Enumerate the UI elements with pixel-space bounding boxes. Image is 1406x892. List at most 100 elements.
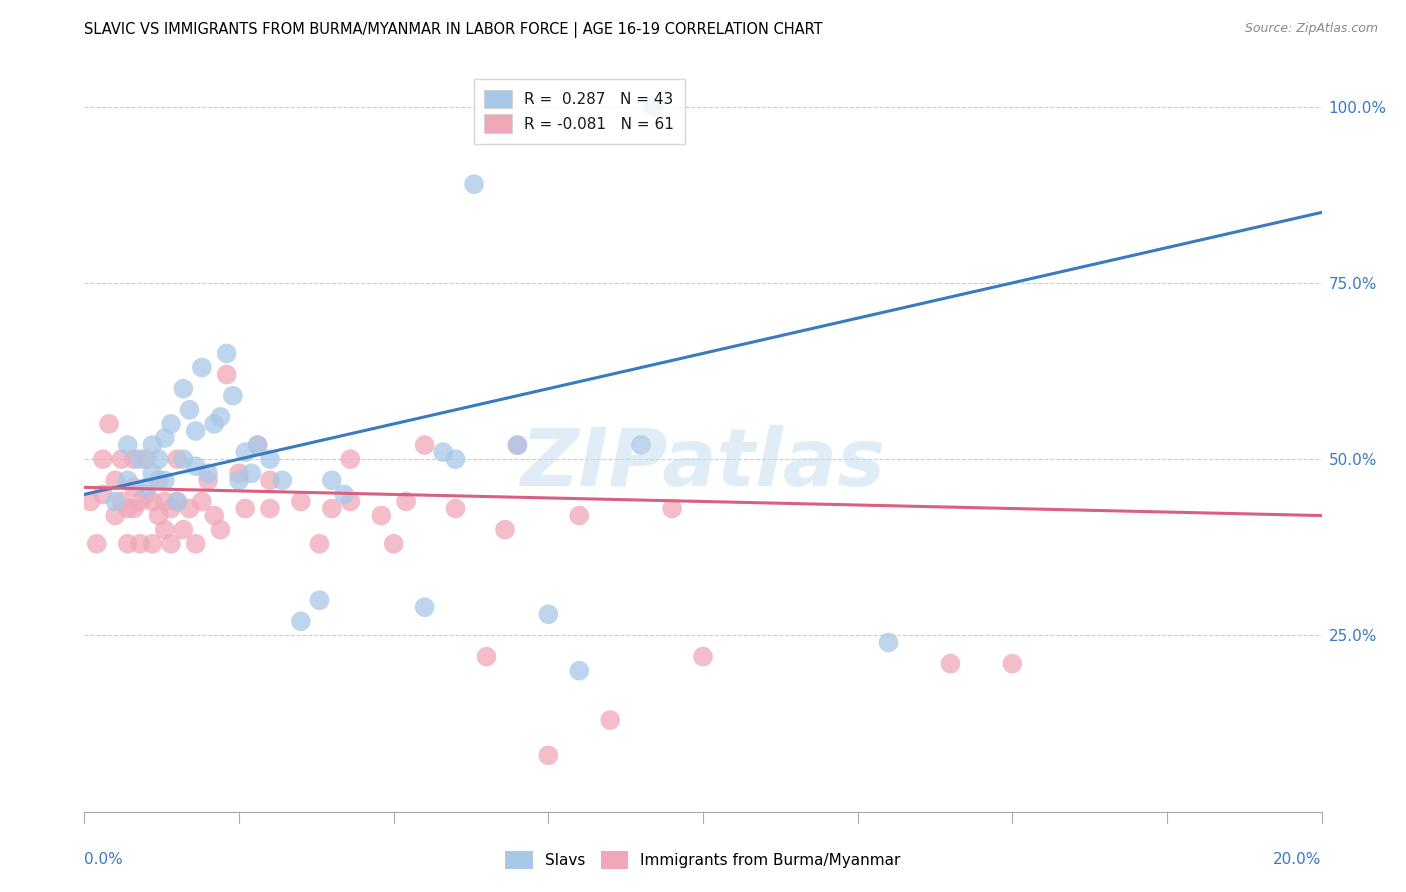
Point xyxy=(463,177,485,191)
Point xyxy=(661,501,683,516)
Point xyxy=(599,713,621,727)
Point xyxy=(413,600,436,615)
Point xyxy=(395,494,418,508)
Point xyxy=(172,382,194,396)
Point xyxy=(202,417,225,431)
Point xyxy=(148,452,170,467)
Point xyxy=(141,537,163,551)
Point xyxy=(246,438,269,452)
Point xyxy=(141,467,163,481)
Point xyxy=(122,501,145,516)
Point xyxy=(209,523,232,537)
Point xyxy=(184,537,207,551)
Point xyxy=(382,537,405,551)
Text: ZIPatlas: ZIPatlas xyxy=(520,425,886,503)
Point xyxy=(141,438,163,452)
Point xyxy=(339,494,361,508)
Legend: R =  0.287   N = 43, R = -0.081   N = 61: R = 0.287 N = 43, R = -0.081 N = 61 xyxy=(474,79,685,144)
Point xyxy=(179,501,201,516)
Point xyxy=(166,494,188,508)
Point xyxy=(537,607,560,622)
Point xyxy=(333,487,356,501)
Point xyxy=(166,452,188,467)
Point xyxy=(122,452,145,467)
Point xyxy=(104,494,127,508)
Point xyxy=(209,409,232,424)
Point xyxy=(179,402,201,417)
Point xyxy=(240,467,263,481)
Point xyxy=(191,360,214,375)
Point xyxy=(939,657,962,671)
Point xyxy=(98,417,121,431)
Point xyxy=(129,452,152,467)
Point xyxy=(91,452,114,467)
Point xyxy=(153,523,176,537)
Point xyxy=(259,501,281,516)
Point xyxy=(444,501,467,516)
Point xyxy=(1001,657,1024,671)
Point xyxy=(191,494,214,508)
Text: Source: ZipAtlas.com: Source: ZipAtlas.com xyxy=(1244,22,1378,36)
Point xyxy=(184,424,207,438)
Point xyxy=(233,501,256,516)
Point xyxy=(228,473,250,487)
Point xyxy=(246,438,269,452)
Text: 20.0%: 20.0% xyxy=(1274,853,1322,867)
Point xyxy=(148,473,170,487)
Point xyxy=(160,501,183,516)
Point xyxy=(692,649,714,664)
Point xyxy=(537,748,560,763)
Point xyxy=(215,368,238,382)
Point xyxy=(104,473,127,487)
Point xyxy=(321,473,343,487)
Point xyxy=(643,100,665,114)
Point xyxy=(122,480,145,494)
Point xyxy=(79,494,101,508)
Text: 0.0%: 0.0% xyxy=(84,853,124,867)
Point xyxy=(135,487,157,501)
Point xyxy=(86,537,108,551)
Point xyxy=(568,664,591,678)
Point xyxy=(215,346,238,360)
Point xyxy=(339,452,361,467)
Point xyxy=(202,508,225,523)
Point xyxy=(148,508,170,523)
Point xyxy=(117,473,139,487)
Point xyxy=(233,445,256,459)
Point xyxy=(321,501,343,516)
Point xyxy=(228,467,250,481)
Point xyxy=(184,459,207,474)
Point xyxy=(135,480,157,494)
Point xyxy=(110,452,132,467)
Point xyxy=(141,494,163,508)
Point xyxy=(153,494,176,508)
Point xyxy=(432,445,454,459)
Point xyxy=(197,473,219,487)
Point xyxy=(568,508,591,523)
Point xyxy=(160,417,183,431)
Point xyxy=(129,537,152,551)
Point xyxy=(153,473,176,487)
Point xyxy=(117,438,139,452)
Point xyxy=(444,452,467,467)
Point xyxy=(308,537,330,551)
Point xyxy=(630,438,652,452)
Point xyxy=(413,438,436,452)
Point xyxy=(877,635,900,649)
Point xyxy=(135,452,157,467)
Point xyxy=(160,537,183,551)
Point xyxy=(308,593,330,607)
Point xyxy=(475,649,498,664)
Point xyxy=(91,487,114,501)
Point xyxy=(129,494,152,508)
Point xyxy=(290,615,312,629)
Point xyxy=(259,473,281,487)
Text: SLAVIC VS IMMIGRANTS FROM BURMA/MYANMAR IN LABOR FORCE | AGE 16-19 CORRELATION C: SLAVIC VS IMMIGRANTS FROM BURMA/MYANMAR … xyxy=(84,22,823,38)
Point xyxy=(104,508,127,523)
Point xyxy=(117,501,139,516)
Point xyxy=(166,494,188,508)
Point xyxy=(494,523,516,537)
Point xyxy=(172,452,194,467)
Point xyxy=(197,467,219,481)
Point xyxy=(506,438,529,452)
